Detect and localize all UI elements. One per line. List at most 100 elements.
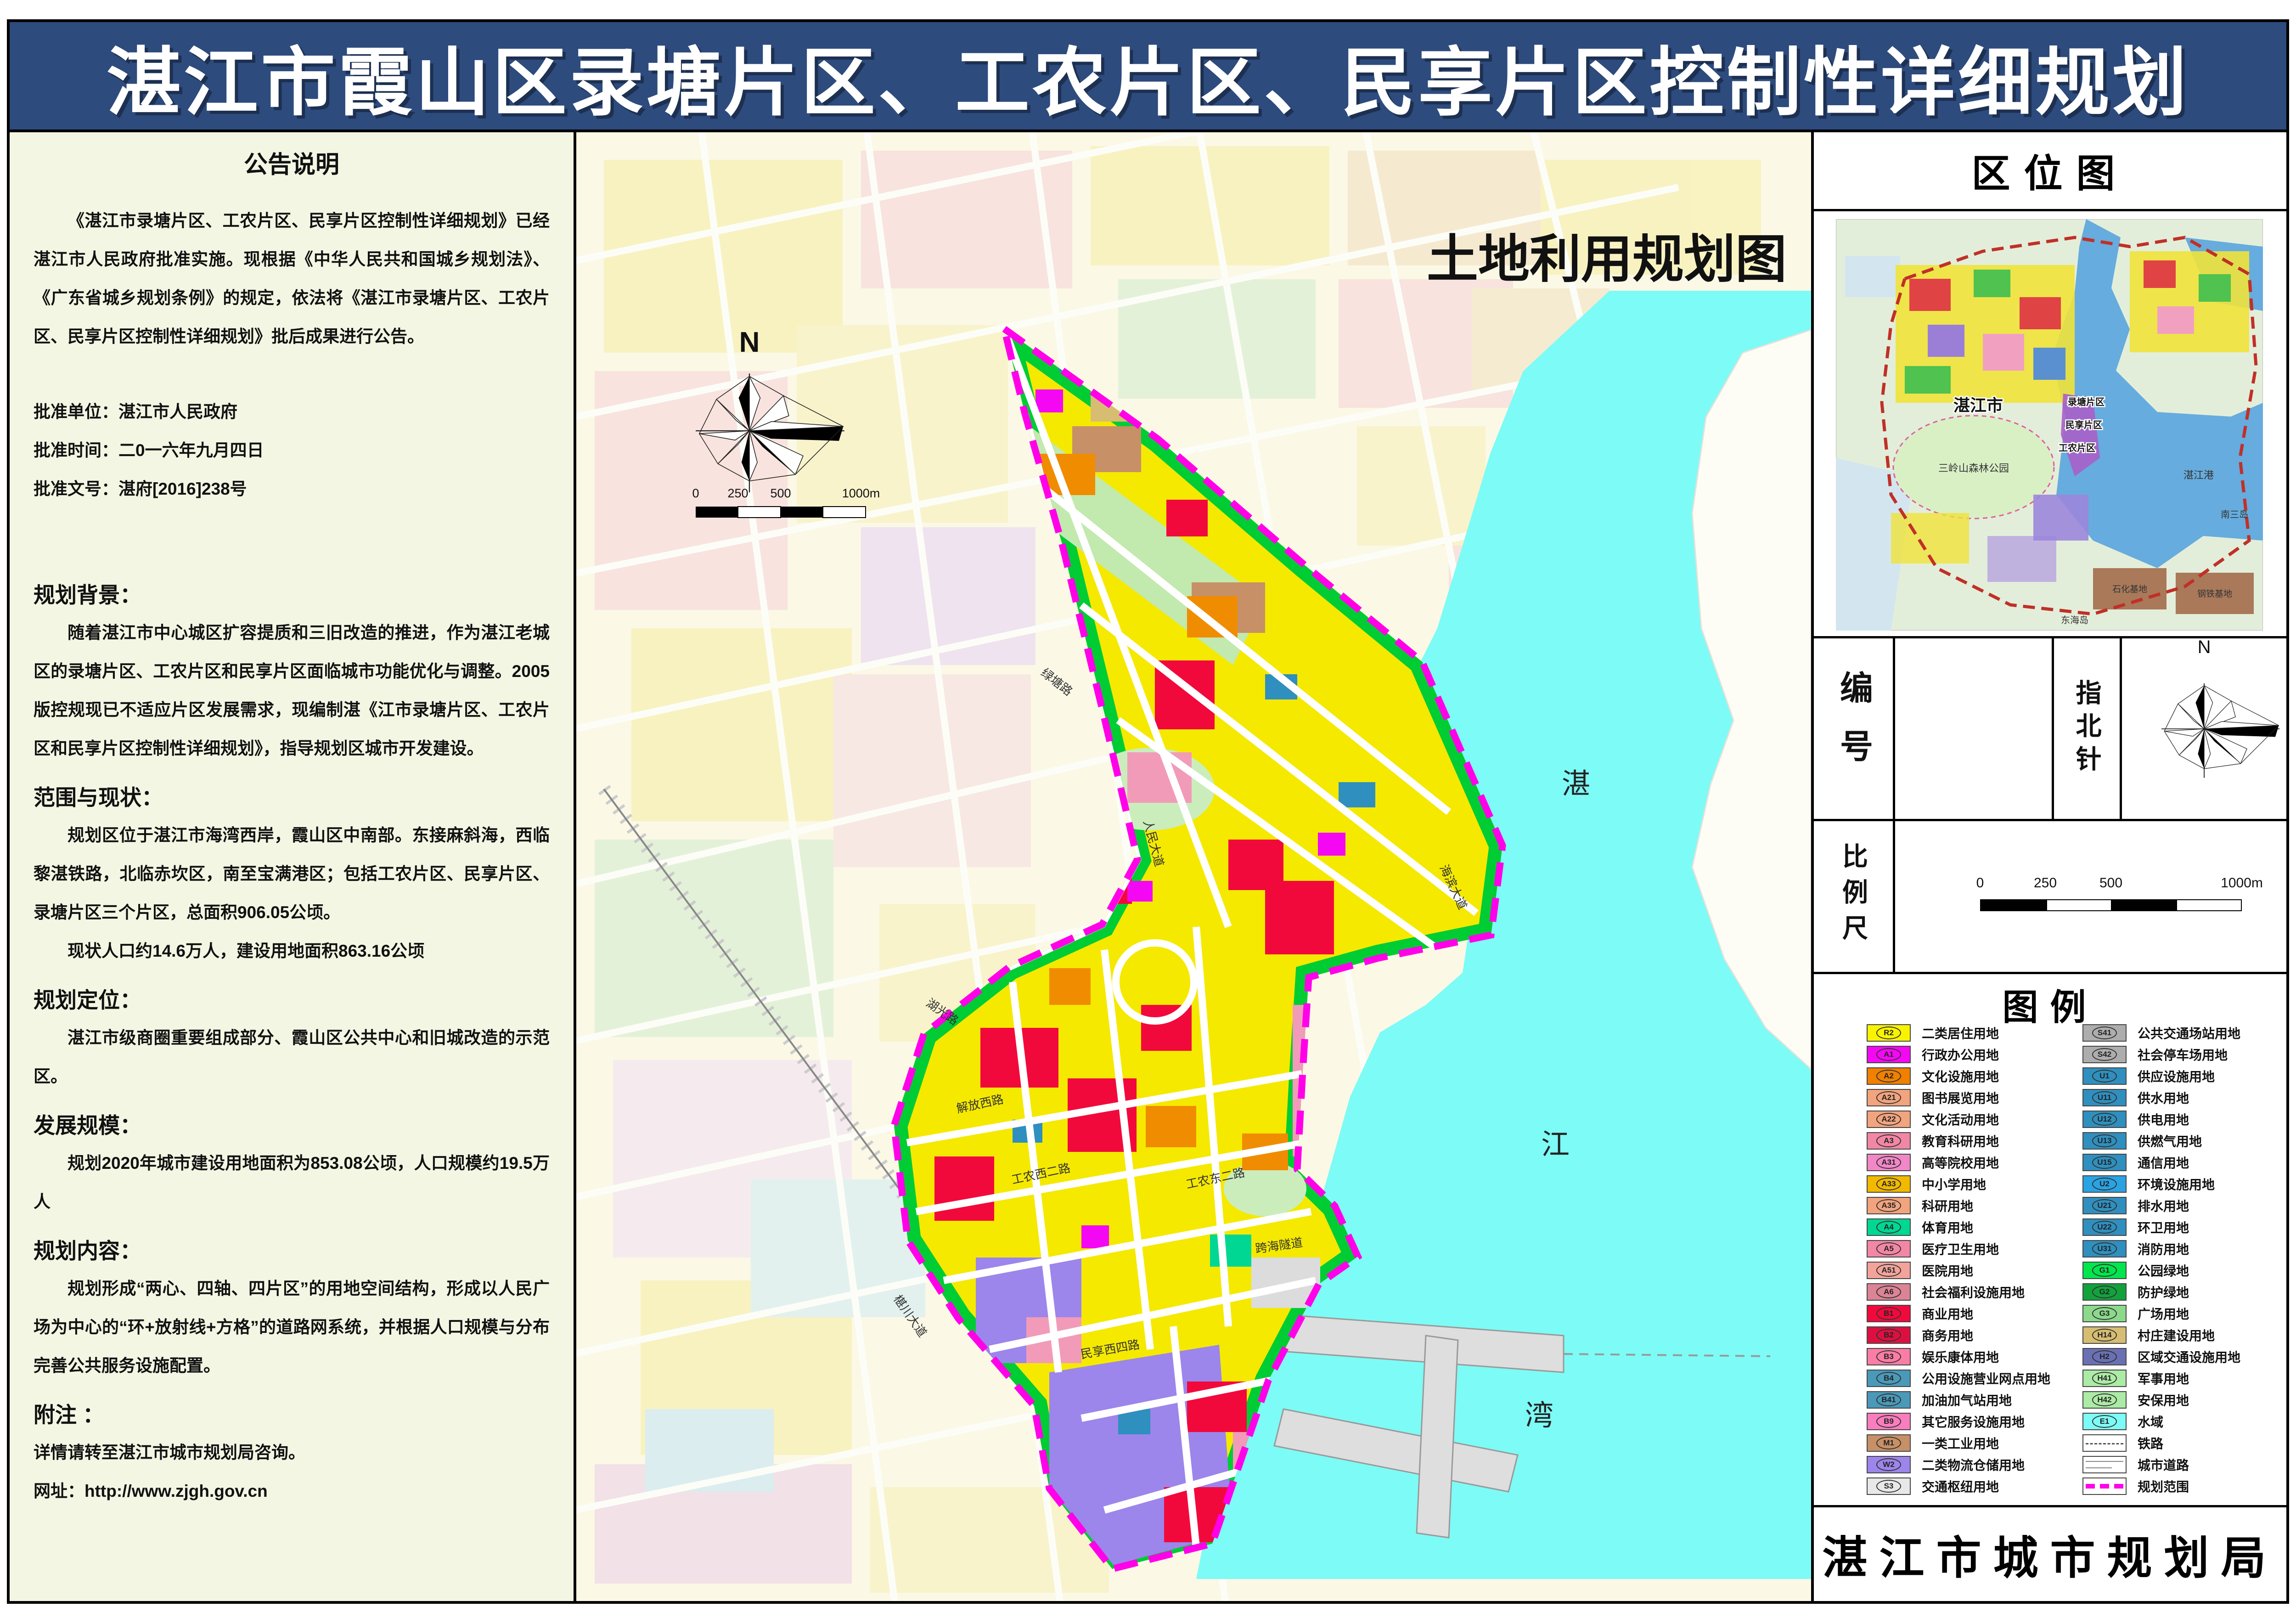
number-label: 编号: [1835, 670, 1872, 787]
number-label-cell: 编号: [1814, 638, 1895, 819]
legend-swatch: A3: [1867, 1132, 1911, 1150]
legend-row: 铁路: [2082, 1432, 2285, 1454]
legend-swatch: H14: [2082, 1326, 2127, 1344]
legend-code: B9: [1876, 1415, 1901, 1428]
legend-code: B4: [1876, 1371, 1901, 1385]
legend-code: U22: [2092, 1220, 2117, 1234]
legend-label: 供水用地: [2138, 1091, 2189, 1105]
legend-swatch: B41: [1867, 1391, 1911, 1409]
legend-code: W2: [1876, 1458, 1901, 1471]
legend-code: B2: [1876, 1328, 1901, 1342]
legend-swatch: U12: [2082, 1110, 2127, 1128]
legend-swatch: B1: [1867, 1304, 1911, 1322]
legend-label: 区域交通设施用地: [2138, 1350, 2241, 1365]
locmap-bay: [2052, 219, 2263, 568]
compass-label: 指北针: [2072, 679, 2101, 778]
section-heading: 规划背景：: [34, 583, 141, 607]
legend-row: S3 交通枢纽用地: [1867, 1475, 2082, 1497]
legend-row: U21 排水用地: [2082, 1195, 2285, 1216]
legend-label: 娱乐康体用地: [1922, 1350, 1999, 1365]
legend-code: U11: [2092, 1091, 2117, 1104]
legend-code: U31: [2092, 1242, 2117, 1255]
legend-row: U12 供电用地: [2082, 1108, 2285, 1130]
legend-label: 文化活动用地: [1922, 1112, 1999, 1127]
legend-column-left: R2 二类居住用地 A1 行政办公用地 A2 文化设施用地 A21 图书展览用地…: [1867, 1022, 2082, 1497]
legend-swatch: G1: [2082, 1261, 2127, 1279]
legend-row: A31 高等院校用地: [1867, 1151, 2082, 1173]
legend-label: 防护绿地: [2138, 1285, 2189, 1300]
legend-swatch: [2082, 1477, 2127, 1495]
locmap-nansan-label: 南三岛: [2221, 509, 2248, 520]
rp-scale-tick-250: 250: [2033, 875, 2057, 891]
locmap-city-label: 湛江市: [1953, 396, 2003, 415]
legend-label: 公用设施营业网点用地: [1922, 1371, 2051, 1386]
legend-code: A21: [1876, 1091, 1901, 1104]
legend-row: A33 中小学用地: [1867, 1173, 2082, 1195]
locmap-forest-label: 三岭山森林公园: [1938, 462, 2009, 474]
legend-row: A2 文化设施用地: [1867, 1065, 2082, 1087]
legend-code: A3: [1876, 1134, 1901, 1147]
main-map: 土地利用规划图 湛 江 湾 N 0 250 500 1000m 人民大道 解放西…: [576, 132, 1811, 1601]
location-map: 湛江市 录塘片区 民享片区 工农片区 三岭山森林公园 湛江港 石化基地 钢铁基地…: [1836, 219, 2263, 631]
location-map-cell: 湛江市 录塘片区 民享片区 工农片区 三岭山森林公园 湛江港 石化基地 钢铁基地…: [1814, 214, 2286, 636]
number-value-cell: [1895, 638, 2054, 819]
legend-row: U11 供水用地: [2082, 1087, 2285, 1108]
legend-title: 图例: [2002, 987, 2098, 1027]
section-paragraph: 规划2020年城市建设用地面积为853.08公顷，人口规模约19.5万人: [34, 1154, 550, 1211]
legend-code: R2: [1876, 1026, 1901, 1039]
poster-title: 湛江市霞山区录塘片区、工农片区、民享片区控制性详细规划: [107, 41, 2189, 124]
bureau-title: 湛江市城市规划局: [1814, 1505, 2286, 1601]
legend-code: U13: [2092, 1134, 2117, 1147]
legend-label: 二类居住用地: [1922, 1026, 1999, 1041]
scale-label-cell: 比例尺: [1814, 821, 1895, 972]
legend-code: A1: [1876, 1048, 1901, 1061]
compass-label-cell: 指北针: [2054, 638, 2122, 819]
approval-unit: 批准单位：湛江市人民政府: [34, 402, 237, 421]
legend-label: 村庄建设用地: [2138, 1328, 2215, 1343]
rp-scale-bar: [1980, 899, 2242, 911]
legend-label: 医疗卫生用地: [1922, 1242, 1999, 1257]
legend-swatch: A21: [1867, 1088, 1911, 1106]
legend-code: M1: [1876, 1436, 1901, 1449]
legend-code: A31: [1876, 1156, 1901, 1169]
legend-code: A4: [1876, 1220, 1901, 1234]
legend-label: 军事用地: [2138, 1371, 2189, 1386]
legend-label: 文化设施用地: [1922, 1069, 1999, 1084]
legend-swatch: U22: [2082, 1218, 2127, 1236]
legend-label: 排水用地: [2138, 1199, 2189, 1213]
legend-label: 广场用地: [2138, 1307, 2189, 1321]
legend-swatch: G2: [2082, 1283, 2127, 1301]
locmap-urban-mosaic: [1891, 251, 2249, 582]
legend-code: G1: [2092, 1263, 2117, 1277]
legend-code: U1: [2092, 1069, 2117, 1083]
legend-row: S41 公共交通场站用地: [2082, 1022, 2285, 1043]
legend-code: A35: [1876, 1199, 1901, 1212]
legend-label: 医院用地: [1922, 1263, 1974, 1278]
legend-code: B1: [1876, 1307, 1901, 1320]
legend-row: A3 教育科研用地: [1867, 1130, 2082, 1151]
number-compass-row: 编号 指北针 N: [1814, 636, 2286, 819]
legend-label: 安保用地: [2138, 1393, 2189, 1408]
scale-bar-cell: 0 250 500 1000m: [1897, 821, 2286, 972]
legend-label: 商务用地: [1922, 1328, 1974, 1343]
legend-code: S3: [1876, 1479, 1901, 1493]
legend-row: A6 社会福利设施用地: [1867, 1281, 2082, 1303]
section-heading: 发展规模：: [34, 1113, 141, 1138]
legend-label: 城市道路: [2138, 1458, 2189, 1472]
legend-code: U2: [2092, 1177, 2117, 1190]
legend-code: E1: [2092, 1415, 2117, 1428]
section-paragraph: 详情请转至湛江市城市规划局咨询。: [34, 1443, 305, 1462]
left-panel-section: 规划定位： 湛江市级商圈重要组成部分、霞山区公共中心和旧城改造的示范区。: [34, 982, 550, 1096]
legend-row: B3 娱乐康体用地: [1867, 1346, 2082, 1367]
left-panel-section: 规划内容： 规划形成“两心、四轴、四片区”的用地空间结构，形成以人民广场为中心的…: [34, 1233, 550, 1385]
scale-tick-500: 500: [770, 486, 791, 500]
legend-label: 商业用地: [1922, 1307, 1974, 1321]
legend-swatch: [2082, 1434, 2127, 1452]
planning-boundary: [890, 321, 1506, 1573]
scale-tick-250: 250: [727, 486, 748, 500]
legend-swatch: H42: [2082, 1391, 2127, 1409]
legend-label: 其它服务设施用地: [1922, 1415, 2025, 1429]
locmap-forest-park: [1892, 415, 2055, 519]
port-piers: [1255, 1312, 1564, 1539]
legend-code: U21: [2092, 1199, 2117, 1212]
